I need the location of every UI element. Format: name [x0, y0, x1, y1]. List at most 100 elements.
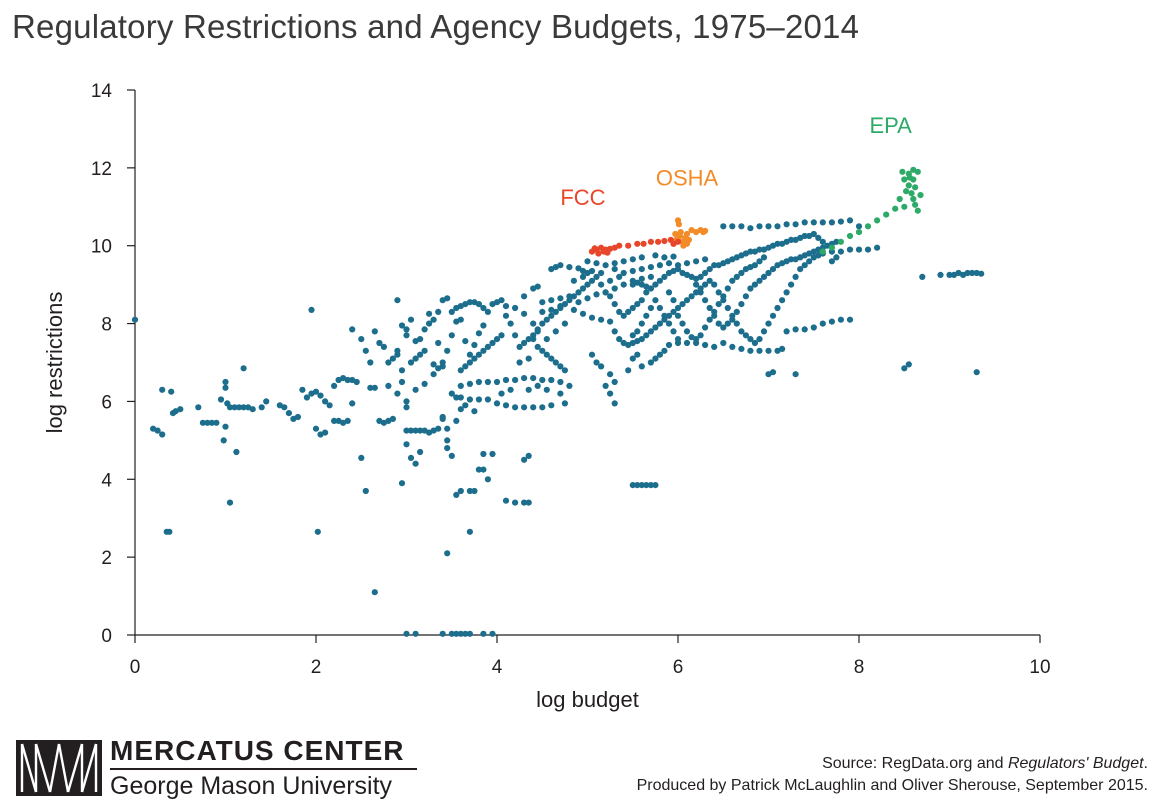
data-point: [760, 254, 768, 261]
data-point: [498, 390, 505, 397]
data-point: [874, 244, 881, 251]
data-point: [403, 441, 410, 448]
series-epa: [819, 166, 924, 255]
data-point: [638, 482, 645, 489]
data-point: [457, 367, 464, 374]
data-point: [706, 316, 713, 323]
data-point: [394, 351, 401, 358]
data-point: [480, 450, 487, 458]
data-point: [738, 301, 745, 308]
data-point: [652, 324, 659, 331]
tick-marks: [127, 89, 1041, 643]
data-point: [607, 293, 614, 300]
data-point: [625, 367, 632, 374]
data-point: [525, 386, 532, 393]
data-point: [466, 630, 473, 637]
data-point: [656, 304, 664, 312]
data-point: [299, 386, 306, 393]
data-point: [394, 297, 401, 304]
data-point: [521, 310, 528, 317]
data-point: [910, 195, 917, 203]
data-point: [724, 320, 731, 327]
data-point: [303, 394, 310, 401]
data-points: [131, 166, 985, 637]
data-point: [222, 384, 229, 391]
data-point: [638, 297, 645, 304]
data-point: [742, 293, 750, 300]
data-point: [711, 312, 718, 319]
source-suffix: .: [1143, 755, 1148, 772]
data-point: [874, 217, 881, 224]
data-point: [607, 277, 614, 284]
data-point: [706, 266, 713, 273]
data-point: [439, 413, 446, 421]
data-point: [444, 445, 451, 452]
data-point: [403, 427, 410, 434]
data-point: [729, 223, 736, 230]
y-tick-label: 10: [91, 237, 112, 258]
data-point: [706, 277, 713, 284]
logo-divider: [110, 768, 417, 770]
data-point: [683, 260, 691, 267]
data-point: [638, 254, 645, 261]
data-point: [444, 437, 451, 444]
data-point: [168, 388, 175, 395]
data-point: [729, 316, 736, 323]
data-point: [674, 304, 682, 312]
data-point: [376, 339, 383, 347]
data-point: [634, 328, 641, 335]
data-point: [724, 304, 731, 312]
data-point: [683, 328, 691, 335]
data-point: [407, 359, 415, 366]
data-point: [475, 351, 482, 358]
data-point: [213, 419, 220, 426]
data-point: [647, 273, 655, 280]
data-point: [720, 293, 727, 300]
data-point: [683, 297, 691, 304]
annotation-epa: EPA: [869, 113, 912, 138]
data-point: [611, 260, 618, 267]
data-point: [236, 404, 243, 411]
data-point: [693, 289, 700, 296]
data-point: [322, 429, 329, 436]
data-point: [588, 267, 596, 275]
data-point: [231, 404, 238, 411]
data-point: [475, 396, 482, 403]
data-point: [480, 630, 487, 637]
data-point: [742, 332, 750, 339]
data-point: [837, 316, 845, 323]
data-point: [398, 322, 406, 329]
data-point: [511, 499, 519, 506]
data-point: [693, 258, 700, 265]
data-point: [539, 320, 546, 327]
data-point: [747, 336, 754, 343]
data-point: [480, 347, 487, 354]
data-point: [285, 410, 292, 417]
data-point: [738, 328, 745, 335]
data-point: [502, 312, 510, 319]
data-point: [475, 378, 482, 386]
data-point: [502, 376, 510, 384]
data-point: [620, 281, 627, 288]
data-point: [417, 351, 424, 358]
data-point: [466, 528, 473, 535]
data-point: [430, 371, 437, 378]
data-point: [166, 528, 173, 535]
data-point: [398, 378, 406, 386]
y-tick-label: 6: [101, 392, 112, 413]
data-point: [702, 324, 709, 331]
data-point: [389, 415, 396, 422]
data-point: [561, 367, 569, 374]
mercatus-logo-mark-icon: [16, 740, 102, 796]
data-point: [208, 419, 215, 426]
data-point: [444, 295, 451, 302]
data-point: [584, 281, 591, 288]
data-point: [362, 487, 369, 495]
data-point: [561, 400, 569, 407]
data-point: [720, 223, 727, 230]
source-prefix: Source: RegData.org and: [822, 755, 1008, 772]
data-point: [706, 304, 713, 312]
data-point: [475, 466, 482, 473]
data-point: [493, 400, 501, 407]
data-point: [199, 419, 206, 426]
